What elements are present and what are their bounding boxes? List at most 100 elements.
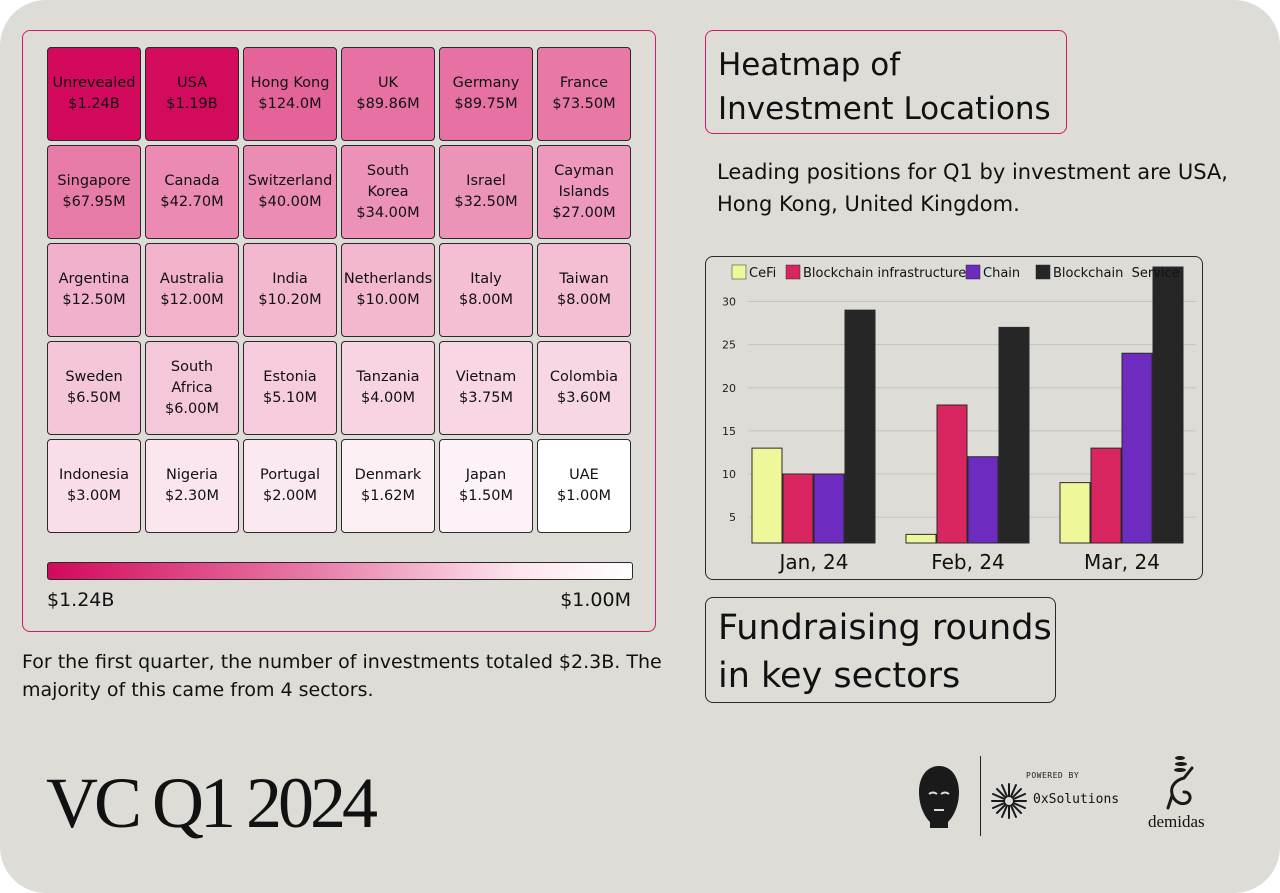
heatmap-cell-location: Canada <box>164 173 220 189</box>
heatmap-cell: South Africa $6.00M <box>145 341 239 435</box>
heatmap-cell: Canada $42.70M <box>145 145 239 239</box>
heatmap-title: Heatmap of Investment Locations <box>705 30 1067 134</box>
heatmap-cell: Tanzania $4.00M <box>341 341 435 435</box>
heatmap-cell-location: Taiwan <box>559 271 609 287</box>
heatmap-cell: France $73.50M <box>537 47 631 141</box>
legend-label: CeFi <box>749 266 776 281</box>
legend-max-value: $1.24B <box>47 589 115 611</box>
heatmap-cell-value: $6.50M <box>66 390 122 406</box>
logo-divider <box>980 756 981 836</box>
demidas-logo-icon <box>1166 756 1194 810</box>
heatmap-cell-value: $12.50M <box>62 292 126 308</box>
heatmap-cell: Australia $12.00M <box>145 243 239 337</box>
heatmap-cell-location: Estonia <box>263 369 317 385</box>
heatmap-cell-value: $42.70M <box>160 194 224 210</box>
heatmap-cell: UK $89.86M <box>341 47 435 141</box>
heatmap-cell-location: Germany <box>452 75 520 91</box>
y-tick-label: 15 <box>722 425 736 438</box>
heatmap-cell: Germany $89.75M <box>439 47 533 141</box>
heatmap-cell: Hong Kong $124.0M <box>243 47 337 141</box>
heatmap-cell-location: Japan <box>465 467 507 483</box>
y-tick-label: 10 <box>722 468 736 481</box>
bar-chain <box>1121 352 1153 544</box>
heatmap-cell-value: $27.00M <box>552 204 616 221</box>
heatmap-cell-location: Italy <box>470 271 502 287</box>
legend-min-value: $1.00M <box>560 589 631 611</box>
heatmap-cell-location: Hong Kong <box>250 75 330 91</box>
sector-bar-chart: 5 10 15 20 25 30 Jan, 24 Feb, 24 Mar, 24 CeFi Bloc… <box>705 256 1203 580</box>
mask-logo-icon <box>919 766 959 828</box>
heatmap-cell-location: Israel <box>466 173 506 189</box>
heatmap-cell-value: $34.00M <box>356 204 420 221</box>
heatmap-cell: Sweden $6.50M <box>47 341 141 435</box>
bar-blockchain-infrastructure <box>782 473 814 544</box>
heatmap-cell-location: UAE <box>569 467 599 483</box>
heatmap-cell-value: $89.86M <box>356 96 420 112</box>
leading-positions-text: Leading positions for Q1 by investment a… <box>717 160 1228 216</box>
heatmap-cell-location: Indonesia <box>58 467 130 483</box>
heatmap-cell-location: Argentina <box>58 271 130 287</box>
heatmap-cell: Vietnam $3.75M <box>439 341 533 435</box>
powered-by-label: POWERED BY <box>1026 771 1080 780</box>
heatmap-panel: Unrevealed $1.24B USA $1.19B Hong Kong $124.0… <box>22 30 656 632</box>
bar-blockchain-infrastructure <box>1090 447 1122 544</box>
heatmap-cell-value: $8.00M <box>556 292 612 308</box>
heatmap-grid: Unrevealed $1.24B USA $1.19B Hong Kong $124.0… <box>47 47 631 533</box>
heatmap-cell: Israel $32.50M <box>439 145 533 239</box>
bar-blockchain-service <box>844 309 876 544</box>
heatmap-cell-location: Sweden <box>65 369 123 385</box>
bar-cefi <box>905 533 937 544</box>
heatmap-cell-location: France <box>559 75 609 91</box>
heatmap-color-legend <box>47 562 633 580</box>
heatmap-cell: Colombia $3.60M <box>537 341 631 435</box>
heatmap-cell-value: $4.00M <box>360 390 416 406</box>
heatmap-cell-value: $1.19B <box>166 96 218 112</box>
heatmap-cell: Nigeria $2.30M <box>145 439 239 533</box>
heatmap-cell-value: $1.00M <box>556 488 612 504</box>
heatmap-cell-location: India <box>272 271 308 287</box>
bar-blockchain-service <box>998 326 1030 544</box>
quarter-summary-text: For the first quarter, the number of inv… <box>22 651 662 701</box>
heatmap-cell: Switzerland $40.00M <box>243 145 337 239</box>
heatmap-cell: UAE $1.00M <box>537 439 631 533</box>
heatmap-cell-location: Denmark <box>354 467 422 483</box>
y-tick-label: 5 <box>729 511 736 524</box>
heatmap-cell-value: $10.20M <box>258 292 322 308</box>
heatmap-cell-value: $89.75M <box>454 96 518 112</box>
bar-chain <box>813 473 845 544</box>
heatmap-cell-location: South Korea <box>366 162 410 200</box>
legend-swatch <box>785 264 801 280</box>
heatmap-cell-value: $6.00M <box>164 400 220 417</box>
x-tick-label: Jan, 24 <box>778 550 849 574</box>
heatmap-cell: Netherlands $10.00M <box>341 243 435 337</box>
heatmap-cell-value: $2.30M <box>164 488 220 504</box>
main-title: VC Q1 2024 <box>46 763 378 843</box>
bar-blockchain-infrastructure <box>936 404 968 544</box>
heatmap-cell-location: Portugal <box>259 467 321 483</box>
heatmap-cell: Denmark $1.62M <box>341 439 435 533</box>
heatmap-cell-value: $32.50M <box>454 194 518 210</box>
heatmap-cell-location: Tanzania <box>356 369 420 385</box>
oxsolutions-logo-text: 0xSolutions <box>1033 792 1120 807</box>
heatmap-cell-location: Nigeria <box>166 467 218 483</box>
heatmap-cell: Singapore $67.95M <box>47 145 141 239</box>
heatmap-cell: India $10.20M <box>243 243 337 337</box>
y-tick-label: 30 <box>722 296 736 309</box>
legend-swatch <box>731 264 747 280</box>
heatmap-cell-value: $1.50M <box>458 488 514 504</box>
heatmap-cell: Unrevealed $1.24B <box>47 47 141 141</box>
heatmap-cell: Argentina $12.50M <box>47 243 141 337</box>
heatmap-cell: Japan $1.50M <box>439 439 533 533</box>
heatmap-cell: Portugal $2.00M <box>243 439 337 533</box>
heatmap-cell-location: Cayman Islands <box>554 162 614 200</box>
spark-logo-icon <box>991 783 1027 819</box>
heatmap-cell: USA $1.19B <box>145 47 239 141</box>
heatmap-cell-value: $40.00M <box>258 194 322 210</box>
bar-chart-svg: 5 10 15 20 25 30 Jan, 24 Feb, 24 Mar, 24 CeFi Bloc… <box>722 264 1196 574</box>
legend-swatch <box>1035 264 1051 280</box>
y-tick-label: 25 <box>722 339 736 352</box>
legend-label: Chain <box>983 266 1020 281</box>
heatmap-cell-location: Netherlands <box>343 271 433 287</box>
heatmap-cell-value: $1.62M <box>360 488 416 504</box>
bar-cefi <box>1059 482 1091 544</box>
